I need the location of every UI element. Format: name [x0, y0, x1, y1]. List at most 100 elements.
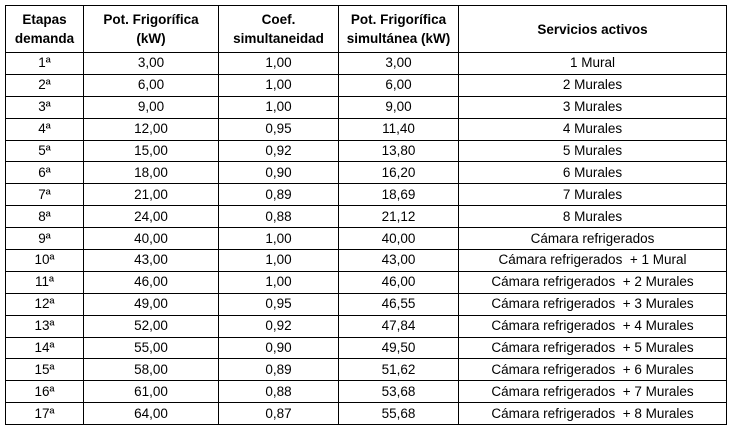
data-table: Etapas demanda Pot. Frigorífica (kW) Coef. si… [5, 5, 727, 426]
table-cell: 5 Murales [458, 139, 727, 163]
table-row: 13ª 52,00 0,92 47,84 Cámara refrigerados + 4… [5, 314, 727, 338]
table-cell: 5ª [5, 139, 84, 163]
header-row: Etapas demanda Pot. Frigorífica (kW) Coef. si… [5, 5, 727, 53]
table-cell: 0,89 [218, 183, 339, 207]
table-cell: 40,00 [338, 227, 459, 251]
table-row: 17ª 64,00 0,87 55,68 Cámara refrigerados + 8… [5, 402, 727, 426]
table-cell: 1,00 [218, 73, 339, 97]
table-row: 8ª 24,00 0,88 21,12 8 Murales [5, 205, 727, 229]
table-cell: 3 Murales [458, 95, 727, 119]
table-row: 15ª 58,00 0,89 51,62 Cámara refrigerados + 6… [5, 358, 727, 382]
header-line: Pot. Frigorífica [350, 12, 447, 27]
table-cell: 43,00 [83, 249, 219, 272]
header-line: simultánea (kW) [346, 31, 451, 46]
table-row: 9ª 40,00 1,00 40,00 Cámara refrigerados [5, 227, 727, 251]
table-cell: 47,84 [338, 314, 459, 338]
header-line: demanda [14, 31, 75, 46]
table-cell: 0,90 [218, 161, 339, 185]
table-cell: 3,00 [83, 52, 219, 75]
header-line: (kW) [136, 31, 166, 46]
table-row: 10ª 43,00 1,00 43,00 Cámara refrigerados + 1… [5, 249, 727, 272]
table-cell: Cámara refrigerados + 7 Murales [458, 380, 727, 404]
table-cell: Cámara refrigerados + 3 Murales [458, 292, 727, 316]
table-row: 6ª 18,00 0,90 16,20 6 Murales [5, 161, 727, 185]
header-line: Pot. Frigorífica [103, 12, 199, 27]
table-cell: 0,95 [218, 292, 339, 316]
table-cell: 17ª [5, 402, 84, 426]
table-cell: 1,00 [218, 95, 339, 119]
header-cell: Pot. Frigorífica (kW) [83, 5, 219, 53]
table-cell: Cámara refrigerados + 4 Murales [458, 314, 727, 338]
table-cell: Cámara refrigerados + 2 Murales [458, 270, 727, 294]
table-cell: 6ª [5, 161, 84, 185]
table-cell: 0,92 [218, 314, 339, 338]
table-cell: Cámara refrigerados + 6 Murales [458, 358, 727, 382]
table-cell: 1,00 [218, 270, 339, 294]
table-cell: 7ª [5, 183, 84, 207]
table-cell: 16ª [5, 380, 84, 404]
table-cell: 10ª [5, 249, 84, 272]
table-cell: 43,00 [338, 249, 459, 272]
table-cell: 1 Mural [458, 52, 727, 75]
table-cell: 21,00 [83, 183, 219, 207]
table-row: 3ª 9,00 1,00 9,00 3 Murales [5, 95, 727, 119]
header-cell: Coef. simultaneidad [218, 5, 339, 53]
table-cell: 11ª [5, 270, 84, 294]
table-cell: 7 Murales [458, 183, 727, 207]
header-line: Etapas [22, 12, 67, 27]
table-cell: 52,00 [83, 314, 219, 338]
table-cell: 49,00 [83, 292, 219, 316]
table-cell: 6,00 [338, 73, 459, 97]
table-cell: 12,00 [83, 117, 219, 141]
header-line: Coef. [261, 12, 296, 27]
header-cell: Pot. Frigorífica simultánea (kW) [338, 5, 459, 53]
table-cell: 46,00 [83, 270, 219, 294]
table-cell: Cámara refrigerados + 1 Mural [458, 249, 727, 272]
table-cell: 18,00 [83, 161, 219, 185]
table-cell: 51,62 [338, 358, 459, 382]
table-row: 5ª 15,00 0,92 13,80 5 Murales [5, 139, 727, 163]
table-cell: 8ª [5, 205, 84, 229]
table-cell: 53,68 [338, 380, 459, 404]
table-cell: 9,00 [338, 95, 459, 119]
table-cell: 18,69 [338, 183, 459, 207]
table-cell: 0,88 [218, 380, 339, 404]
table-cell: 61,00 [83, 380, 219, 404]
table-cell: 49,50 [338, 336, 459, 360]
table-row: 7ª 21,00 0,89 18,69 7 Murales [5, 183, 727, 207]
table-cell: 8 Murales [458, 205, 727, 229]
table-cell: 0,90 [218, 336, 339, 360]
table-cell: 40,00 [83, 227, 219, 251]
table-cell: 6,00 [83, 73, 219, 97]
table-cell: 12ª [5, 292, 84, 316]
table-cell: 24,00 [83, 205, 219, 229]
header-line: Servicios activos [537, 21, 648, 37]
table-cell: 9,00 [83, 95, 219, 119]
table-cell: 46,00 [338, 270, 459, 294]
table-cell: 3,00 [338, 52, 459, 75]
table-cell: 21,12 [338, 205, 459, 229]
table-cell: 58,00 [83, 358, 219, 382]
table-cell: 13ª [5, 314, 84, 338]
table-row: 2ª 6,00 1,00 6,00 2 Murales [5, 73, 727, 97]
table-cell: 13,80 [338, 139, 459, 163]
table-cell: 1,00 [218, 52, 339, 75]
table-cell: 15,00 [83, 139, 219, 163]
table-row: 4ª 12,00 0,95 11,40 4 Murales [5, 117, 727, 141]
table-cell: 14ª [5, 336, 84, 360]
table-cell: 46,55 [338, 292, 459, 316]
table-cell: 0,89 [218, 358, 339, 382]
table-cell: 55,68 [338, 402, 459, 426]
table-cell: 15ª [5, 358, 84, 382]
table-cell: 4ª [5, 117, 84, 141]
table-cell: 0,95 [218, 117, 339, 141]
table-cell: 0,88 [218, 205, 339, 229]
table-cell: 11,40 [338, 117, 459, 141]
table-cell: Cámara refrigerados + 5 Murales [458, 336, 727, 360]
table-row: 16ª 61,00 0,88 53,68 Cámara refrigerados + 7… [5, 380, 727, 404]
table-cell: Cámara refrigerados [458, 227, 727, 251]
table-cell: 16,20 [338, 161, 459, 185]
table-cell: 2ª [5, 73, 84, 97]
table-cell: 55,00 [83, 336, 219, 360]
table-cell: 0,92 [218, 139, 339, 163]
